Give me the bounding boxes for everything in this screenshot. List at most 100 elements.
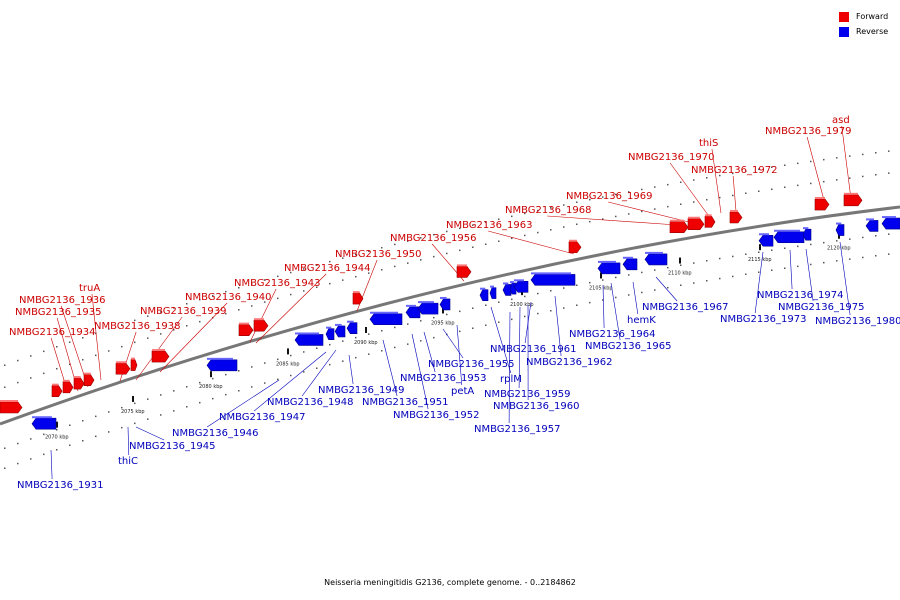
guide-dot — [446, 252, 448, 255]
guide-dot — [589, 220, 591, 223]
reverse-leader-line — [754, 251, 764, 314]
guide-dot — [667, 183, 669, 186]
forward-gene-bevel — [74, 376, 81, 379]
guide-dot — [875, 255, 877, 257]
guide-dot — [147, 418, 149, 420]
guide-dot — [225, 290, 227, 293]
guide-dot — [4, 467, 6, 469]
reverse-gene — [530, 274, 576, 286]
guide-dot — [147, 398, 149, 400]
reverse-gene-label: NMBG2136_1975 — [778, 302, 864, 313]
guide-dot — [550, 310, 552, 312]
guide-dot — [602, 218, 604, 220]
reverse-gene — [439, 298, 451, 311]
guide-dot — [823, 241, 825, 244]
forward-gene — [0, 401, 23, 414]
reverse-gene-label: NMBG2136_1948 — [267, 397, 353, 408]
guide-dot — [563, 226, 565, 228]
guide-dot — [888, 150, 890, 152]
forward-gene — [238, 324, 254, 336]
guide-dot — [381, 269, 383, 271]
reverse-gene-label: NMBG2136_1961 — [490, 344, 576, 355]
guide-dot — [810, 243, 812, 246]
tick-mark — [679, 257, 681, 264]
reverse-leader-line — [348, 354, 354, 385]
guide-dot — [225, 373, 227, 376]
guide-dot — [381, 330, 383, 332]
reverse-leader-line — [490, 306, 512, 374]
guide-dot — [745, 273, 747, 275]
reverse-leader-line — [508, 311, 511, 424]
tick-label: 2115 kbp — [748, 257, 772, 263]
guide-dot — [641, 210, 643, 213]
guide-dot — [212, 397, 214, 400]
forward-gene-label: NMBG2136_1940 — [185, 292, 271, 303]
guide-dot — [472, 224, 474, 226]
reverse-gene-bevel — [623, 256, 633, 259]
reverse-leader-line — [411, 333, 429, 410]
guide-dot — [147, 337, 149, 339]
guide-dot — [420, 340, 422, 342]
guide-dot — [56, 449, 58, 451]
tick-label: 2120 kbp — [827, 246, 851, 252]
guide-dot — [472, 327, 474, 329]
guide-dot — [30, 438, 32, 440]
guide-dot — [524, 295, 526, 298]
guide-dot — [4, 386, 6, 388]
guide-dot — [797, 265, 799, 268]
guide-dot — [693, 262, 695, 264]
guide-dot — [745, 192, 747, 194]
guide-dot — [43, 372, 45, 375]
guide-dot — [95, 415, 97, 418]
forward-gene-label: NMBG2136_1969 — [566, 191, 652, 202]
reverse-leader-line — [423, 331, 436, 373]
guide-dot — [654, 269, 656, 271]
guide-dot — [537, 231, 539, 234]
guide-dot — [238, 309, 240, 311]
reverse-leader-line — [206, 379, 280, 428]
guide-dot — [823, 261, 825, 264]
guide-dot — [602, 299, 604, 301]
guide-dot — [4, 364, 6, 366]
guide-dot — [862, 236, 864, 239]
forward-gene-bevel — [52, 383, 59, 386]
guide-dot — [888, 253, 890, 255]
tick-mark — [365, 326, 367, 333]
forward-leader-line — [547, 215, 678, 226]
guide-dot — [784, 164, 786, 166]
reverse-gene-label: NMBG2136_1952 — [393, 410, 479, 421]
forward-gene-label: NMBG2136_1979 — [765, 126, 851, 137]
guide-dot — [69, 424, 71, 426]
legend-reverse: Reverse — [839, 24, 888, 39]
reverse-leader-line — [518, 306, 521, 389]
guide-dot — [693, 201, 695, 203]
forward-leader-line — [60, 305, 89, 388]
guide-dot — [108, 411, 110, 413]
guide-dot — [420, 259, 422, 261]
guide-dot — [108, 350, 110, 352]
guide-dot — [784, 267, 786, 269]
guide-dot — [277, 358, 279, 361]
forward-leader-line — [711, 148, 722, 214]
tick-label: 2095 kbp — [431, 320, 455, 326]
reverse-gene-label: petA — [451, 386, 474, 397]
tick-mark — [287, 348, 289, 355]
guide-dot — [199, 381, 201, 384]
reverse-gene — [758, 234, 774, 247]
tick-label: 2070 kbp — [45, 435, 69, 441]
guide-dot — [732, 255, 734, 258]
forward-gene — [456, 266, 472, 278]
guide-dot — [576, 304, 578, 306]
guide-dot — [264, 301, 266, 303]
guide-dot — [17, 359, 19, 362]
legend: Forward Reverse — [839, 9, 888, 39]
reverse-leader-line — [135, 426, 165, 441]
dotted-guides — [4, 150, 890, 469]
guide-dot — [823, 158, 825, 161]
guide-dot — [680, 284, 682, 286]
guide-dot — [511, 237, 513, 240]
reverse-leader-line — [456, 324, 463, 386]
guide-dot — [277, 378, 279, 381]
guide-dot — [407, 240, 409, 242]
